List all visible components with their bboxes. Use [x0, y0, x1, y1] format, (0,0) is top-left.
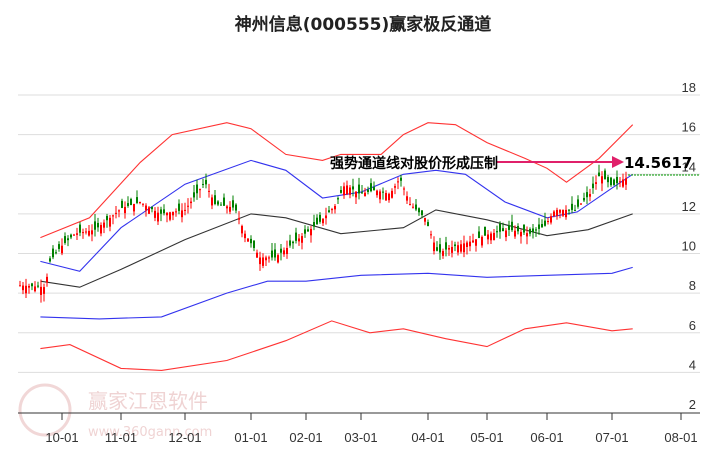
mid-black-line	[40, 209, 633, 288]
candlesticks	[19, 164, 627, 303]
channel-lines	[40, 122, 634, 371]
x-tick-label: 11-01	[105, 430, 137, 445]
upper-inner-blue-line	[40, 159, 634, 272]
y-tick-label: 10	[682, 239, 696, 254]
y-tick-label: 8	[689, 278, 696, 293]
y-tick-label: 14	[682, 159, 696, 174]
x-tick-label: 02-01	[289, 430, 322, 445]
x-tick-label: 06-01	[530, 430, 563, 445]
upper-outer-red-line	[40, 122, 634, 239]
x-tick-label: 08-01	[664, 430, 697, 445]
y-tick-label: 4	[689, 357, 696, 372]
annotation-text: 强势通道线对股价形成压制	[330, 155, 498, 172]
annotation: 强势通道线对股价形成压制 14.5617	[330, 154, 692, 172]
x-tick-label: 01-01	[234, 430, 267, 445]
chart-title: 神州信息(000555)赢家极反通道	[234, 15, 492, 35]
y-tick-label: 2	[689, 397, 696, 412]
x-axis-labels: 10-01 11-01 12-01 01-01 02-01 03-01 04-01 05-01…	[45, 413, 698, 445]
y-tick-label: 18	[682, 80, 696, 95]
arrow-head-icon	[612, 156, 624, 168]
y-axis-labels: 2 4 6 8 10 12 14 16 18	[682, 80, 696, 412]
y-tick-label: 6	[689, 318, 696, 333]
watermark: 赢家江恩软件 www.360gann.com	[18, 383, 212, 440]
x-tick-label: 05-01	[470, 430, 503, 445]
y-tick-label: 16	[682, 120, 696, 135]
x-tick-label: 04-01	[411, 430, 444, 445]
y-tick-label: 12	[682, 199, 696, 214]
price-label: 14.5617	[624, 154, 692, 172]
watermark-name: 赢家江恩软件	[88, 389, 208, 413]
lower-inner-blue-line	[40, 266, 633, 320]
lower-outer-red-line	[40, 320, 633, 371]
x-tick-label: 12-01	[168, 430, 201, 445]
x-tick-label: 07-01	[595, 430, 628, 445]
x-tick-label: 03-01	[344, 430, 377, 445]
watermark-url: www.360gann.com	[88, 425, 212, 440]
grid-lines	[18, 94, 700, 373]
x-tick-label: 10-01	[45, 430, 78, 445]
